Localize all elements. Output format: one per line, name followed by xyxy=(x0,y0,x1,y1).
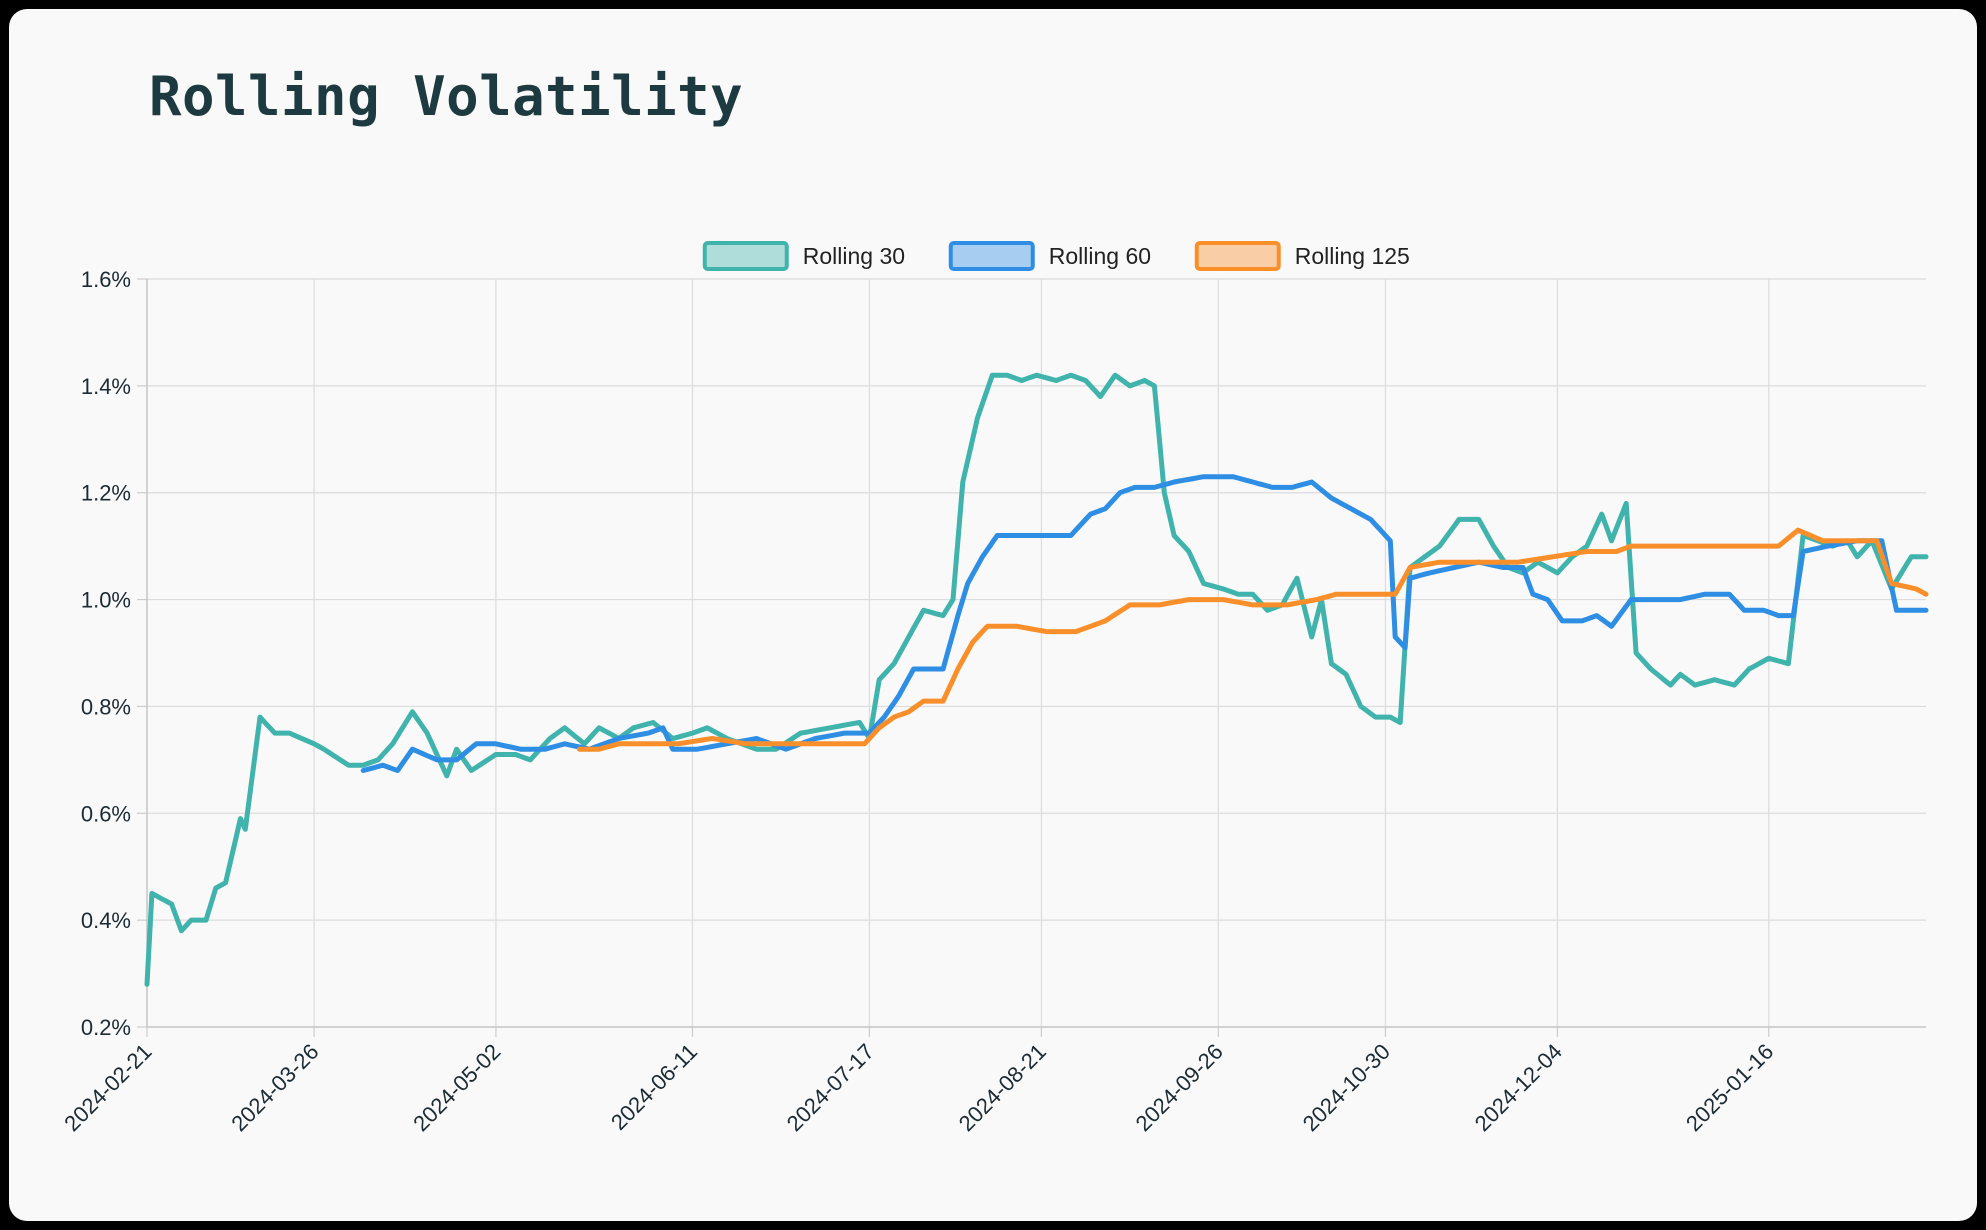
x-tick-label: 2024-12-04 xyxy=(1470,1039,1567,1136)
x-tick-label: 2024-10-30 xyxy=(1298,1039,1395,1136)
y-tick-label: 1.2% xyxy=(81,481,131,506)
x-tick-label: 2024-06-11 xyxy=(606,1039,702,1135)
y-tick-label: 1.6% xyxy=(81,267,131,292)
y-tick-label: 0.4% xyxy=(81,908,131,933)
x-tick-label: 2024-03-26 xyxy=(226,1039,323,1136)
y-tick-label: 1.0% xyxy=(81,588,131,613)
legend-swatch-3[interactable] xyxy=(1194,241,1281,271)
series-line-rolling-125 xyxy=(577,527,1929,752)
y-tick-label: 1.4% xyxy=(81,374,131,399)
x-tick-label: 2024-02-21 xyxy=(59,1039,156,1136)
legend-label-2[interactable]: Rolling 60 xyxy=(1049,243,1151,269)
rolling-volatility-chart: 0.2% 0.4% 0.6% 0.8% 1.0% 1.2% 1.4% 1.6% 2024-02-… xyxy=(59,241,1929,1136)
x-tick-label: 2024-07-17 xyxy=(782,1039,879,1136)
y-tick-label: 0.8% xyxy=(81,694,131,719)
legend-swatch-2[interactable] xyxy=(948,241,1035,271)
y-tick-label: 0.6% xyxy=(81,801,131,826)
legend-label-3[interactable]: Rolling 125 xyxy=(1295,243,1410,269)
x-tick-label: 2025-01-16 xyxy=(1681,1039,1778,1136)
x-tick-label: 2024-08-21 xyxy=(954,1039,1051,1136)
chart-card: Rolling Volatility 0.2% 0.4% 0.6% 0.8% 1.0% 1… xyxy=(9,9,1977,1221)
legend-swatch-1[interactable] xyxy=(702,241,789,271)
y-tick-label: 0.2% xyxy=(81,1015,131,1040)
series-line-rolling-60 xyxy=(360,474,1929,773)
legend-label-1[interactable]: Rolling 30 xyxy=(803,243,905,269)
x-tick-label: 2024-09-26 xyxy=(1131,1039,1228,1136)
chart-title: Rolling Volatility xyxy=(149,65,744,128)
series-line-rolling-30 xyxy=(144,372,1929,987)
x-tick-label: 2024-05-02 xyxy=(408,1039,505,1136)
